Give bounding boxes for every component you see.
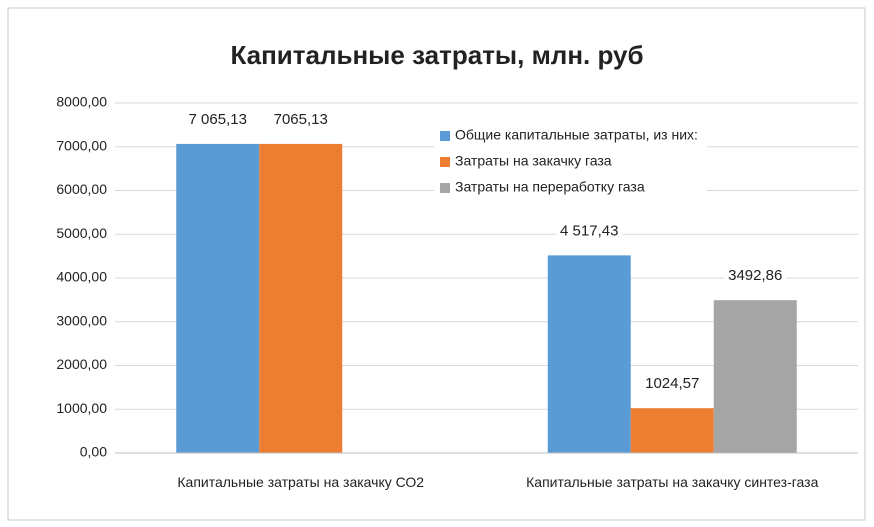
y-tick-label: 4000,00 (56, 269, 107, 285)
data-label: 7 065,13 (189, 111, 247, 128)
legend-label: Общие капитальные затраты, из них: (455, 127, 698, 143)
data-label-bg (724, 265, 787, 288)
y-tick-label: 2000,00 (56, 356, 107, 372)
bar (547, 255, 631, 453)
legend-swatch (440, 183, 450, 193)
data-label: 3492,86 (728, 267, 782, 284)
data-label-bg (269, 108, 332, 131)
legend-swatch (440, 157, 450, 167)
data-label-bg (641, 373, 704, 396)
bar (259, 143, 343, 453)
data-label: 7065,13 (274, 111, 328, 128)
data-label-bg (556, 220, 623, 243)
legend-label: Затраты на закачку газа (455, 153, 612, 169)
bar (176, 143, 260, 453)
y-tick-label: 6000,00 (56, 181, 107, 197)
y-tick-label: 8000,00 (56, 94, 107, 110)
legend-bg (434, 122, 707, 202)
y-tick-label: 3000,00 (56, 312, 107, 328)
x-tick-label: Капитальные затраты на закачку СО2 (177, 474, 425, 490)
y-tick-label: 0,00 (80, 444, 107, 460)
y-tick-label: 7000,00 (56, 137, 107, 153)
data-label-bg (184, 108, 251, 131)
x-tick-label: Капитальные затраты на закачку синтез-га… (526, 474, 819, 490)
legend-swatch (440, 131, 450, 141)
y-tick-label: 5000,00 (56, 225, 107, 241)
y-tick-label: 1000,00 (56, 400, 107, 416)
bar (713, 300, 797, 453)
chart-title: Капитальные затраты, млн. руб (230, 40, 643, 70)
data-label: 1024,57 (645, 375, 699, 392)
legend-label: Затраты на переработку газа (455, 179, 645, 195)
data-label: 4 517,43 (560, 222, 618, 239)
bar (630, 408, 714, 453)
